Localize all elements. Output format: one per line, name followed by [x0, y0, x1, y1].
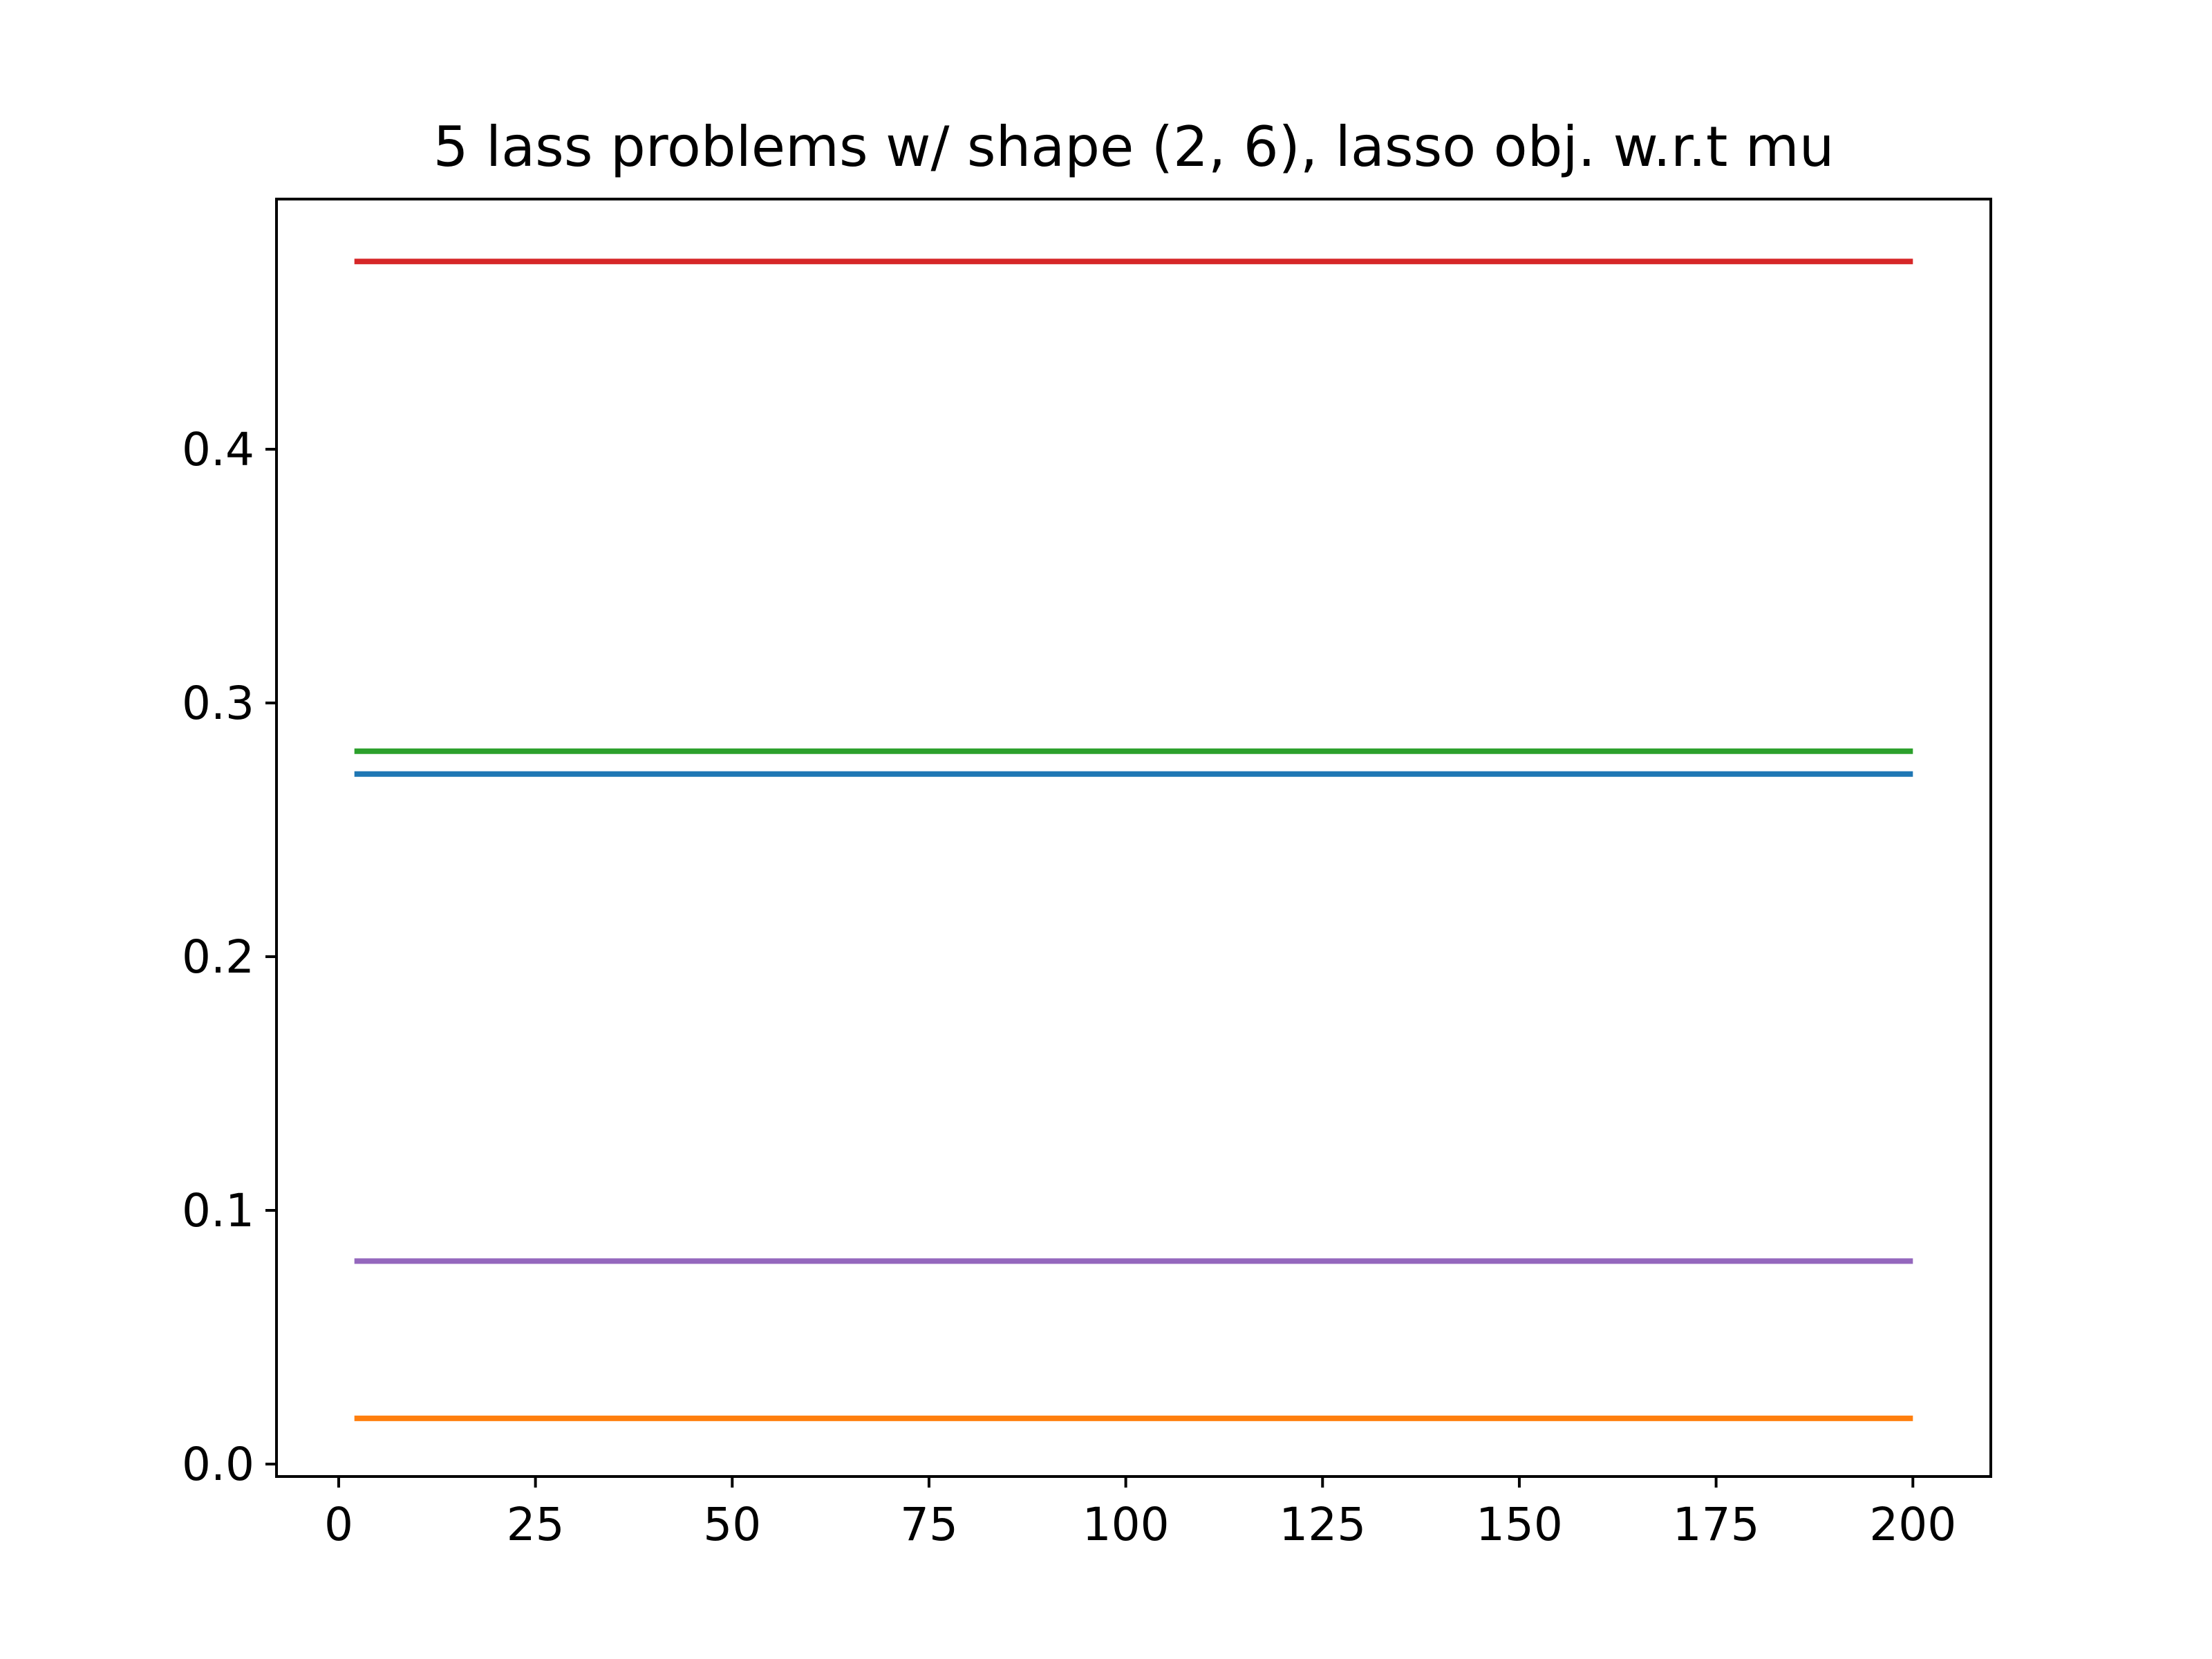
x-tick-label: 125 [1279, 1498, 1366, 1551]
x-tick-label: 150 [1476, 1498, 1563, 1551]
axes-layer: 0 25 50 75 100 125 150 175 200 0.0 0.1 0.2 0.3 0.4 [182, 423, 1956, 1551]
y-tick-label: 0.1 [182, 1184, 254, 1237]
plot-frame [275, 198, 1992, 1478]
y-tick-label: 0.4 [182, 423, 254, 476]
x-tick-label: 100 [1082, 1498, 1170, 1551]
x-tick-label: 50 [703, 1498, 761, 1551]
y-tick-label: 0.3 [182, 677, 254, 730]
y-tick-label: 0.2 [182, 930, 254, 984]
chart-title: 5 lass problems w/ shape (2, 6), lasso o… [433, 115, 1835, 179]
x-tick-label: 175 [1673, 1498, 1760, 1551]
x-tick-label: 75 [900, 1498, 958, 1551]
x-tick-label: 0 [324, 1498, 353, 1551]
series-layer [354, 259, 1913, 1421]
y-tick-label: 0.0 [182, 1438, 254, 1491]
x-tick-label: 25 [507, 1498, 565, 1551]
x-tick-label: 200 [1869, 1498, 1956, 1551]
